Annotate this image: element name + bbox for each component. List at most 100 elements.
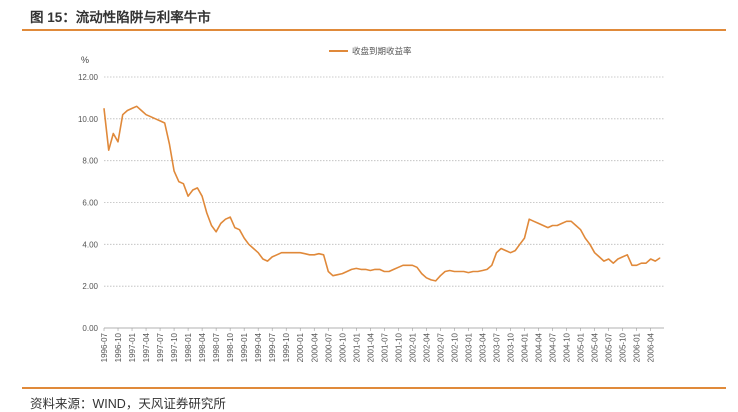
data-point (365, 269, 366, 270)
data-point (482, 270, 483, 271)
data-point (192, 189, 194, 191)
data-point (496, 252, 497, 254)
data-point (435, 280, 437, 282)
x-tick-label: 1997-10 (170, 332, 179, 362)
y-unit-label: % (81, 55, 89, 65)
x-tick-label: 1996-10 (114, 332, 123, 362)
data-point (650, 258, 652, 260)
data-point (612, 262, 614, 264)
bottom-rule (22, 387, 726, 389)
data-point (454, 271, 455, 272)
data-point (150, 116, 152, 118)
data-point (108, 149, 110, 151)
y-tick-label: 8.00 (82, 157, 98, 166)
x-tick-label: 2000-04 (310, 332, 319, 362)
x-tick-label: 1999-10 (282, 332, 291, 362)
x-tick-label: 2003-10 (506, 332, 515, 362)
data-point (290, 252, 292, 254)
data-point (491, 264, 493, 266)
data-point (145, 114, 147, 116)
data-point (304, 253, 306, 255)
data-point (416, 266, 418, 268)
data-point (654, 260, 656, 262)
data-point (500, 248, 502, 249)
data-point (341, 273, 343, 274)
data-point (360, 269, 362, 270)
y-tick-label: 12.00 (78, 73, 99, 82)
data-point (463, 271, 465, 272)
top-rule (22, 29, 726, 31)
data-point (229, 216, 231, 218)
x-tick-label: 2001-10 (394, 332, 403, 362)
x-tick-label: 1997-07 (156, 332, 165, 362)
data-point (262, 258, 264, 260)
series-line (103, 105, 661, 282)
data-point (318, 253, 320, 255)
data-point (622, 256, 623, 258)
data-point (412, 264, 413, 266)
data-point (458, 271, 460, 272)
data-point (197, 187, 198, 189)
x-tick-label: 1998-01 (184, 332, 193, 362)
data-point (112, 133, 114, 134)
data-point (552, 225, 553, 226)
figure-title: 图 15：流动性陷阱与利率牛市 (30, 10, 211, 25)
data-point (271, 256, 273, 258)
data-point (243, 237, 245, 239)
data-point (393, 269, 395, 270)
data-point (164, 122, 166, 124)
data-point (369, 270, 371, 271)
data-point (514, 250, 516, 252)
data-point (598, 256, 600, 258)
x-tick-label: 2003-07 (492, 332, 501, 362)
y-tick-label: 0.00 (82, 324, 98, 333)
x-tick-label: 2002-07 (436, 332, 445, 362)
data-point (566, 220, 567, 222)
data-point (211, 225, 212, 226)
data-point (402, 264, 404, 266)
data-point (103, 108, 105, 109)
data-point (631, 264, 633, 266)
legend: 收盘到期收益率 (329, 46, 412, 56)
data-point (575, 225, 577, 226)
data-point (122, 114, 124, 116)
x-axis-ticks: 1996-07 1996-10 1997-01 1997-04 1997-07 1997-… (100, 328, 656, 362)
data-point (327, 271, 329, 272)
data-point (215, 231, 217, 233)
x-tick-label: 1997-01 (128, 332, 137, 362)
x-tick-label: 2002-04 (422, 332, 431, 362)
data-point (183, 183, 184, 185)
data-point (285, 252, 287, 254)
x-tick-label: 1998-04 (198, 332, 207, 362)
data-point (206, 212, 208, 214)
data-point (383, 271, 385, 272)
data-point (281, 252, 282, 254)
source-note: 资料来源：WIND，天风证券研究所 (30, 397, 226, 411)
data-point (173, 170, 175, 172)
data-point (201, 195, 203, 197)
x-tick-label: 2002-10 (450, 332, 459, 362)
x-tick-label: 2004-01 (521, 332, 530, 362)
data-point (141, 110, 142, 111)
data-point (323, 254, 324, 256)
data-point (234, 227, 236, 229)
data-point (645, 262, 647, 264)
data-point (538, 223, 539, 224)
data-point (608, 258, 609, 260)
data-point (636, 264, 637, 266)
data-point (388, 271, 390, 272)
data-point (524, 237, 525, 239)
data-point (594, 252, 595, 254)
data-point (421, 273, 423, 274)
data-point (528, 218, 530, 220)
data-point (659, 257, 661, 259)
x-tick-label: 2003-01 (464, 332, 473, 362)
data-point (267, 260, 268, 262)
data-point (295, 252, 296, 254)
x-tick-label: 2006-04 (647, 332, 656, 362)
x-tick-label: 1997-04 (142, 332, 151, 362)
data-point (468, 272, 469, 273)
x-tick-label: 1996-07 (100, 332, 109, 362)
data-point (253, 248, 254, 249)
